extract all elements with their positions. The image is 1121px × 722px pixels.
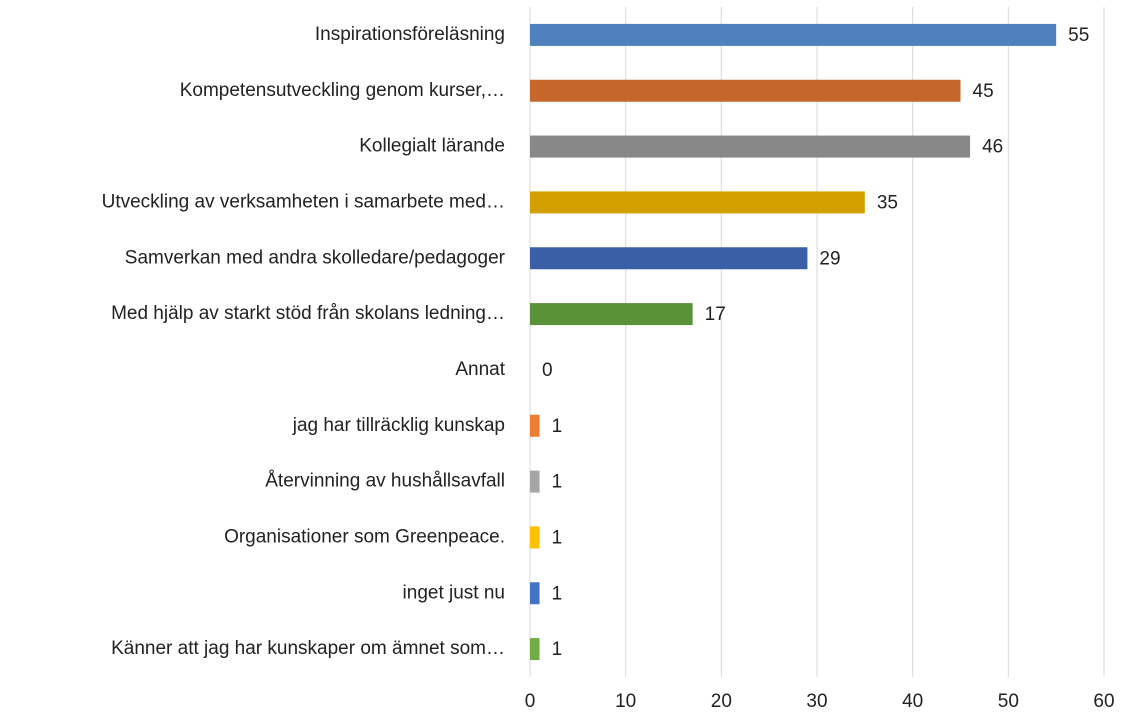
y-tick-label: Kollegialt lärande bbox=[359, 136, 505, 157]
bar bbox=[530, 135, 971, 158]
x-tick-label: 30 bbox=[806, 691, 827, 712]
y-tick-label: Med hjälp av starkt stöd från skolans le… bbox=[111, 303, 505, 324]
y-tick-label: Organisationer som Greenpeace. bbox=[224, 526, 505, 547]
value-label: 1 bbox=[552, 639, 563, 660]
bar bbox=[530, 470, 540, 493]
value-label: 0 bbox=[542, 360, 553, 381]
bar bbox=[530, 23, 1057, 46]
y-tick-label: Återvinning av hushållsavfall bbox=[265, 471, 505, 492]
value-label: 1 bbox=[552, 416, 563, 437]
x-tick-label: 40 bbox=[902, 691, 923, 712]
value-label: 1 bbox=[552, 583, 563, 604]
bar bbox=[530, 303, 693, 326]
x-tick-label: 10 bbox=[615, 691, 636, 712]
y-tick-label: Kompetensutveckling genom kurser,… bbox=[180, 80, 505, 101]
y-tick-label: Inspirationsföreläsning bbox=[315, 24, 505, 45]
value-label: 17 bbox=[705, 304, 726, 325]
y-tick-label: Annat bbox=[455, 359, 505, 380]
value-label: 1 bbox=[552, 527, 563, 548]
value-label: 1 bbox=[552, 472, 563, 493]
bar bbox=[530, 247, 808, 270]
y-tick-label: Utveckling av verksamheten i samarbete m… bbox=[102, 191, 505, 212]
y-tick-label: Känner att jag har kunskaper om ämnet so… bbox=[111, 638, 505, 659]
value-label: 45 bbox=[973, 81, 994, 102]
bar bbox=[530, 582, 540, 605]
y-tick-label: jag har tillräcklig kunskap bbox=[292, 415, 505, 436]
bar bbox=[530, 414, 540, 437]
y-tick-label: Samverkan med andra skolledare/pedagoger bbox=[125, 247, 506, 268]
value-label: 29 bbox=[819, 248, 840, 269]
value-label: 35 bbox=[877, 192, 898, 213]
bar bbox=[530, 79, 961, 102]
x-tick-label: 50 bbox=[998, 691, 1019, 712]
x-tick-label: 60 bbox=[1093, 691, 1114, 712]
x-tick-label: 20 bbox=[711, 691, 732, 712]
bar bbox=[530, 526, 540, 549]
bar bbox=[530, 191, 865, 214]
y-tick-label: inget just nu bbox=[403, 582, 505, 603]
x-tick-label: 0 bbox=[525, 691, 536, 712]
value-label: 46 bbox=[982, 137, 1003, 158]
value-label: 55 bbox=[1068, 25, 1089, 46]
bar bbox=[530, 638, 540, 661]
